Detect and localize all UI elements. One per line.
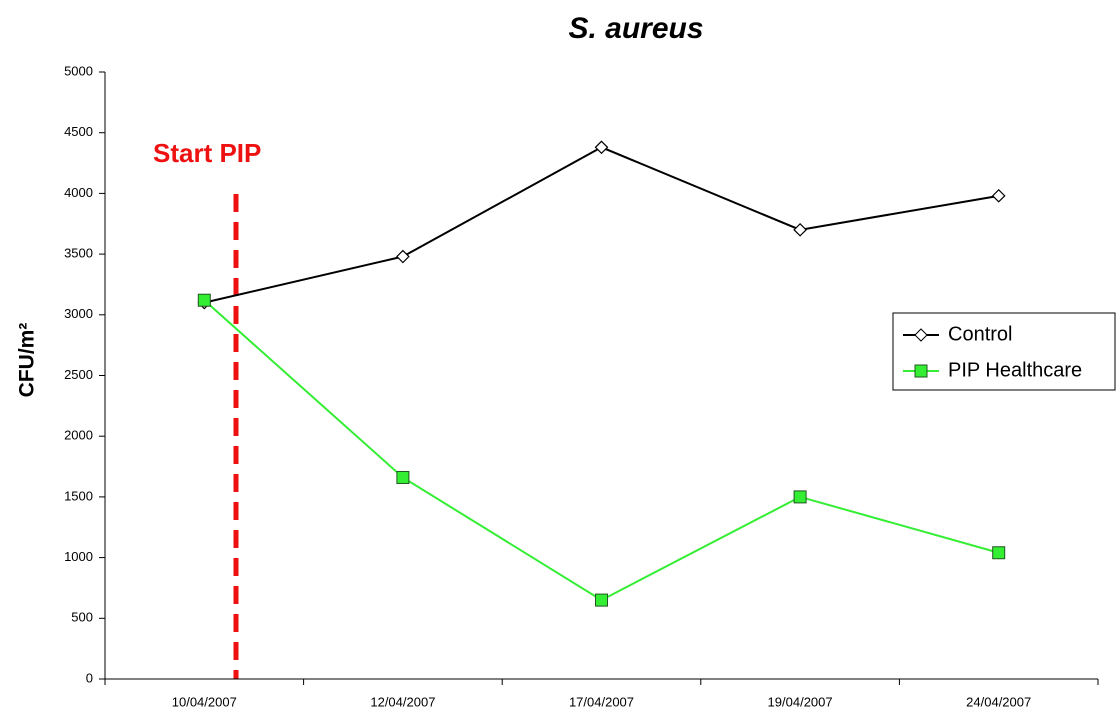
y-tick-label: 3000: [64, 306, 93, 321]
legend-marker: [914, 328, 928, 342]
series-line: [203, 299, 999, 602]
y-tick-label: 500: [71, 610, 93, 625]
y-tick-label: 5000: [64, 63, 93, 78]
point: [396, 470, 410, 484]
legend-box: [892, 312, 1116, 391]
legend-label: PIP Healthcare: [948, 359, 1082, 381]
y-tick-label: 2000: [64, 428, 93, 443]
x-tick-label: 12/04/2007: [370, 694, 435, 709]
y-tick-label: 2500: [64, 367, 93, 382]
chart-title: S. aureus: [568, 12, 703, 45]
point: [793, 222, 807, 237]
point: [991, 188, 1006, 203]
series-line: [204, 146, 999, 304]
annotation: Start PIP: [153, 138, 261, 168]
y-tick-label: 4000: [64, 185, 93, 200]
y-axis-label: CFU/m²: [16, 323, 39, 398]
point: [396, 249, 410, 264]
x-tick-label: 10/04/2007: [172, 694, 237, 709]
point: [793, 490, 807, 504]
y-tick-label: 3500: [64, 246, 93, 261]
x-tick-label: 17/04/2007: [569, 694, 634, 709]
y-tick-label: 1500: [64, 488, 93, 503]
y-tick-label: 4500: [64, 124, 93, 139]
legend-marker: [914, 364, 928, 378]
point: [197, 293, 211, 307]
x-tick-label: 19/04/2007: [768, 694, 833, 709]
point: [595, 593, 608, 607]
y-tick-label: 1000: [64, 549, 93, 564]
point: [992, 546, 1006, 560]
x-tick-label: 24/04/2007: [966, 694, 1031, 709]
legend-label: Control: [948, 323, 1012, 345]
y-tick-label: 0: [86, 670, 93, 685]
point: [594, 140, 609, 155]
